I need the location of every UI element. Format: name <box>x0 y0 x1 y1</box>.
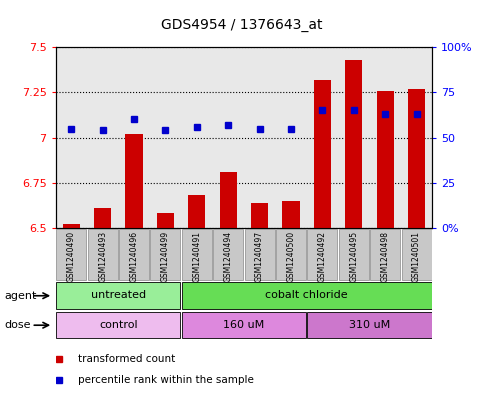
Text: GSM1240499: GSM1240499 <box>161 231 170 282</box>
Bar <box>188 195 205 228</box>
FancyBboxPatch shape <box>276 229 306 280</box>
FancyBboxPatch shape <box>182 312 306 338</box>
Text: GSM1240494: GSM1240494 <box>224 231 233 282</box>
Text: 310 uM: 310 uM <box>349 320 390 330</box>
FancyBboxPatch shape <box>307 312 432 338</box>
Bar <box>345 60 362 228</box>
Text: 160 uM: 160 uM <box>223 320 265 330</box>
FancyBboxPatch shape <box>182 229 212 280</box>
FancyBboxPatch shape <box>339 229 369 280</box>
Text: GSM1240497: GSM1240497 <box>255 231 264 282</box>
Bar <box>126 134 142 228</box>
Text: GSM1240498: GSM1240498 <box>381 231 390 282</box>
Text: untreated: untreated <box>91 290 146 300</box>
FancyBboxPatch shape <box>56 283 181 309</box>
FancyBboxPatch shape <box>56 312 181 338</box>
FancyBboxPatch shape <box>370 229 400 280</box>
Text: GDS4954 / 1376643_at: GDS4954 / 1376643_at <box>161 18 322 32</box>
Bar <box>220 172 237 228</box>
FancyBboxPatch shape <box>150 229 181 280</box>
Bar <box>377 90 394 228</box>
Text: GSM1240492: GSM1240492 <box>318 231 327 282</box>
Bar <box>314 80 331 228</box>
FancyBboxPatch shape <box>401 229 432 280</box>
Bar <box>283 201 299 228</box>
Text: GSM1240491: GSM1240491 <box>192 231 201 282</box>
FancyBboxPatch shape <box>182 283 432 309</box>
Text: cobalt chloride: cobalt chloride <box>265 290 348 300</box>
Text: GSM1240496: GSM1240496 <box>129 231 139 282</box>
Bar <box>63 224 80 228</box>
Text: GSM1240490: GSM1240490 <box>67 231 76 282</box>
FancyBboxPatch shape <box>56 229 86 280</box>
FancyBboxPatch shape <box>244 229 275 280</box>
Text: GSM1240493: GSM1240493 <box>98 231 107 282</box>
Text: percentile rank within the sample: percentile rank within the sample <box>78 375 254 385</box>
Text: agent: agent <box>5 291 37 301</box>
FancyBboxPatch shape <box>119 229 149 280</box>
Text: GSM1240500: GSM1240500 <box>286 231 296 282</box>
FancyBboxPatch shape <box>87 229 118 280</box>
Text: transformed count: transformed count <box>78 354 175 364</box>
Bar <box>157 213 174 228</box>
Bar <box>94 208 111 228</box>
Text: control: control <box>99 320 138 330</box>
FancyBboxPatch shape <box>213 229 243 280</box>
Text: GSM1240501: GSM1240501 <box>412 231 421 282</box>
Text: dose: dose <box>5 320 31 330</box>
FancyBboxPatch shape <box>307 229 338 280</box>
Text: GSM1240495: GSM1240495 <box>349 231 358 282</box>
Bar <box>408 89 425 228</box>
Bar <box>251 203 268 228</box>
